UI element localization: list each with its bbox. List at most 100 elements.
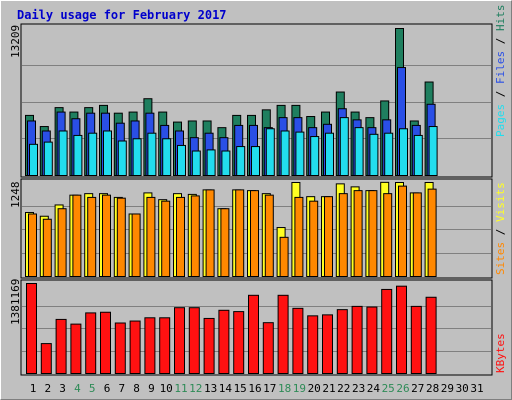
panel-middle (20, 178, 493, 279)
bar-kbytes (129, 320, 141, 374)
bar-sites (309, 200, 319, 277)
x-tick-label: 11 (174, 382, 187, 395)
legend-visits: Visits (494, 182, 507, 222)
x-tick-label: 28 (426, 382, 439, 395)
x-tick-label: 22 (337, 382, 350, 395)
legend-sites: Sites (494, 242, 507, 275)
bar-pages (221, 150, 231, 176)
x-tick-label: 21 (322, 382, 335, 395)
bar-kbytes (248, 294, 259, 374)
bar-pages (251, 146, 260, 177)
x-tick-label: 15 (234, 382, 247, 395)
x-tick-label: 17 (263, 382, 276, 395)
bar-sites (102, 194, 111, 277)
x-tick-label: 14 (219, 382, 233, 395)
middle-max-label: 1248 (9, 182, 22, 209)
legend-hits: Hits (494, 5, 507, 32)
legend-pages: Pages (494, 104, 507, 137)
bar-kbytes (188, 307, 200, 374)
panel-bottom (20, 279, 493, 376)
bar-sites (190, 195, 200, 278)
bar-sites (131, 213, 141, 278)
bar-pages (43, 141, 53, 177)
x-tick-label: 27 (411, 382, 424, 395)
bar-kbytes (70, 323, 82, 374)
bar-pages (310, 136, 320, 176)
bar-sites (398, 185, 407, 277)
bar-pages (177, 144, 186, 176)
x-tick-label: 29 (441, 382, 454, 395)
bar-pages (428, 126, 438, 176)
bar-pages (88, 132, 98, 176)
bar-sites (146, 196, 156, 278)
x-tick-label: 5 (89, 382, 96, 395)
bar-sites (324, 196, 333, 278)
x-tick-label: 2 (44, 382, 51, 395)
bar-sites (161, 200, 171, 277)
bar-kbytes (351, 305, 363, 374)
bar-kbytes (322, 314, 333, 375)
bar-sites (368, 190, 378, 277)
bar-pages (236, 146, 246, 177)
bar-sites (28, 213, 37, 278)
bar-kbytes (277, 294, 289, 374)
bar-pages (295, 131, 305, 177)
x-tick-label: 24 (367, 382, 381, 395)
bar-pages (399, 128, 408, 176)
bar-kbytes (336, 309, 348, 374)
bar-sites (279, 236, 289, 277)
bar-kbytes (40, 343, 52, 374)
bar-kbytes (233, 311, 245, 374)
bar-sites (72, 194, 82, 277)
bar-pages (339, 117, 349, 176)
bar-pages (280, 130, 290, 176)
x-tick-label: 18 (278, 382, 291, 395)
bar-kbytes (262, 322, 274, 375)
legend-kbytes: KBytes (494, 333, 507, 373)
bar-pages (132, 138, 142, 176)
bar-pages (29, 143, 38, 177)
x-axis-day-labels: 1 2 3 4 5 6 7 8 9 10 11 12 13 14 15 16 17 18 19 20 21 22 23 24 2… (30, 382, 484, 395)
bar-sites (338, 193, 348, 277)
bar-pages (147, 132, 157, 176)
bottom-max-label: 1381169 (9, 279, 22, 325)
bar-pages (413, 134, 423, 176)
bar-pages (265, 128, 275, 176)
bar-pages (206, 149, 216, 176)
legend-separator: / (494, 222, 507, 242)
bar-sites (264, 194, 274, 277)
bar-sites (42, 218, 52, 277)
bar-pages (354, 127, 364, 176)
x-tick-label: 10 (160, 382, 173, 395)
bar-sites (235, 189, 245, 277)
bar-pages (58, 130, 68, 176)
bar-kbytes (381, 288, 393, 374)
bar-sites (353, 190, 363, 277)
chart-title: Daily usage for February 2017 (17, 8, 227, 22)
bar-kbytes (26, 283, 37, 374)
bar-sites (116, 197, 126, 278)
bar-pages (117, 140, 127, 176)
panel-top (20, 23, 493, 178)
bar-kbytes (203, 317, 215, 375)
bar-kbytes (366, 306, 378, 375)
bar-kbytes (410, 305, 422, 374)
x-tick-label: 9 (148, 382, 155, 395)
x-tick-label: 26 (396, 382, 409, 395)
bar-kbytes (218, 309, 230, 374)
bar-kbytes (396, 285, 407, 374)
x-tick-label: 4 (74, 382, 81, 395)
bar-kbytes (425, 296, 437, 374)
x-tick-label: 16 (248, 382, 261, 395)
bar-sites (205, 189, 215, 277)
bar-sites (412, 192, 422, 277)
x-tick-label: 3 (59, 382, 66, 395)
bar-pages (73, 134, 83, 176)
bar-pages (369, 133, 379, 177)
top-max-label: 13209 (9, 25, 22, 58)
x-tick-label: 19 (293, 382, 306, 395)
bar-kbytes (85, 312, 97, 375)
bar-sites (57, 208, 67, 277)
bar-pages (103, 130, 112, 176)
